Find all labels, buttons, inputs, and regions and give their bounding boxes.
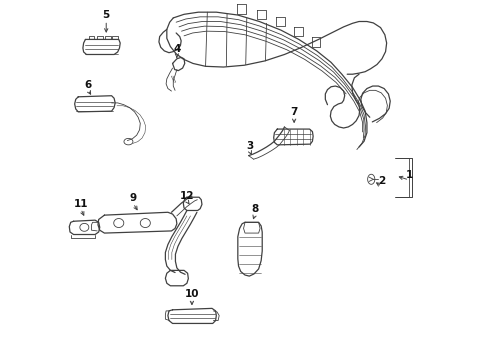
Text: 4: 4 [173, 44, 180, 54]
Text: 6: 6 [84, 80, 92, 90]
Text: 2: 2 [378, 176, 386, 186]
Text: 8: 8 [251, 204, 259, 214]
Text: 9: 9 [129, 193, 137, 203]
Text: 11: 11 [74, 199, 88, 209]
Text: 3: 3 [246, 141, 253, 150]
Text: 10: 10 [185, 289, 199, 299]
Text: 1: 1 [406, 170, 413, 180]
Text: 12: 12 [180, 191, 194, 201]
Text: 7: 7 [291, 107, 298, 117]
Text: 5: 5 [102, 10, 110, 21]
